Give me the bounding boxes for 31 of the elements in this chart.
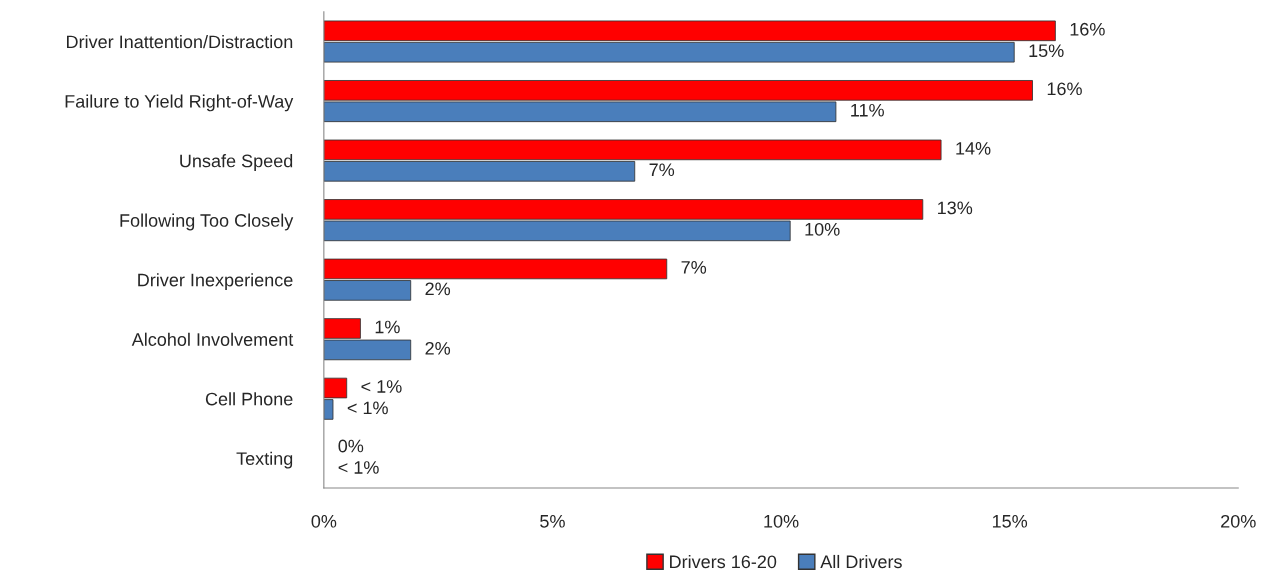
data-label: 10% bbox=[805, 222, 840, 236]
x-tick-label: 15% bbox=[992, 514, 1028, 528]
data-label: 2% bbox=[425, 282, 451, 296]
data-label: 16% bbox=[1070, 22, 1105, 36]
data-label: 15% bbox=[1029, 44, 1064, 58]
y-tick-label: Cell Phone bbox=[205, 392, 293, 406]
x-tick-label: 10% bbox=[764, 514, 799, 528]
y-tick-label: Unsafe Speed bbox=[180, 154, 293, 171]
x-tick-label: 20% bbox=[1221, 514, 1256, 528]
data-label: 0% bbox=[338, 439, 364, 453]
data-label: 1% bbox=[375, 320, 400, 334]
data-label: 16% bbox=[1047, 82, 1082, 96]
data-label: 11% bbox=[851, 103, 884, 117]
y-tick-label: Driver Inexperience bbox=[138, 273, 293, 290]
data-label: < 1% bbox=[361, 380, 402, 393]
legend-label: All Drivers bbox=[820, 554, 902, 569]
y-tick-label: Failure to Yield Right-of-Way bbox=[65, 94, 294, 112]
y-tick-label: Driver Inattention/Distraction bbox=[67, 34, 293, 49]
data-label: 14% bbox=[956, 142, 991, 155]
y-tick-label: Following Too Closely bbox=[120, 213, 294, 231]
data-label: 13% bbox=[938, 201, 973, 215]
data-label: < 1% bbox=[338, 461, 379, 474]
data-label: 2% bbox=[425, 341, 451, 355]
x-tick-label: 5% bbox=[540, 514, 565, 528]
legend-label: Drivers 16-20 bbox=[670, 554, 777, 569]
data-label: 7% bbox=[681, 261, 707, 274]
data-label: 7% bbox=[649, 163, 675, 177]
y-tick-label: Alcohol Involvement bbox=[131, 332, 294, 346]
x-tick-label: 0% bbox=[311, 514, 337, 528]
data-label: < 1% bbox=[347, 401, 388, 415]
y-tick-label: Texting bbox=[236, 451, 293, 469]
